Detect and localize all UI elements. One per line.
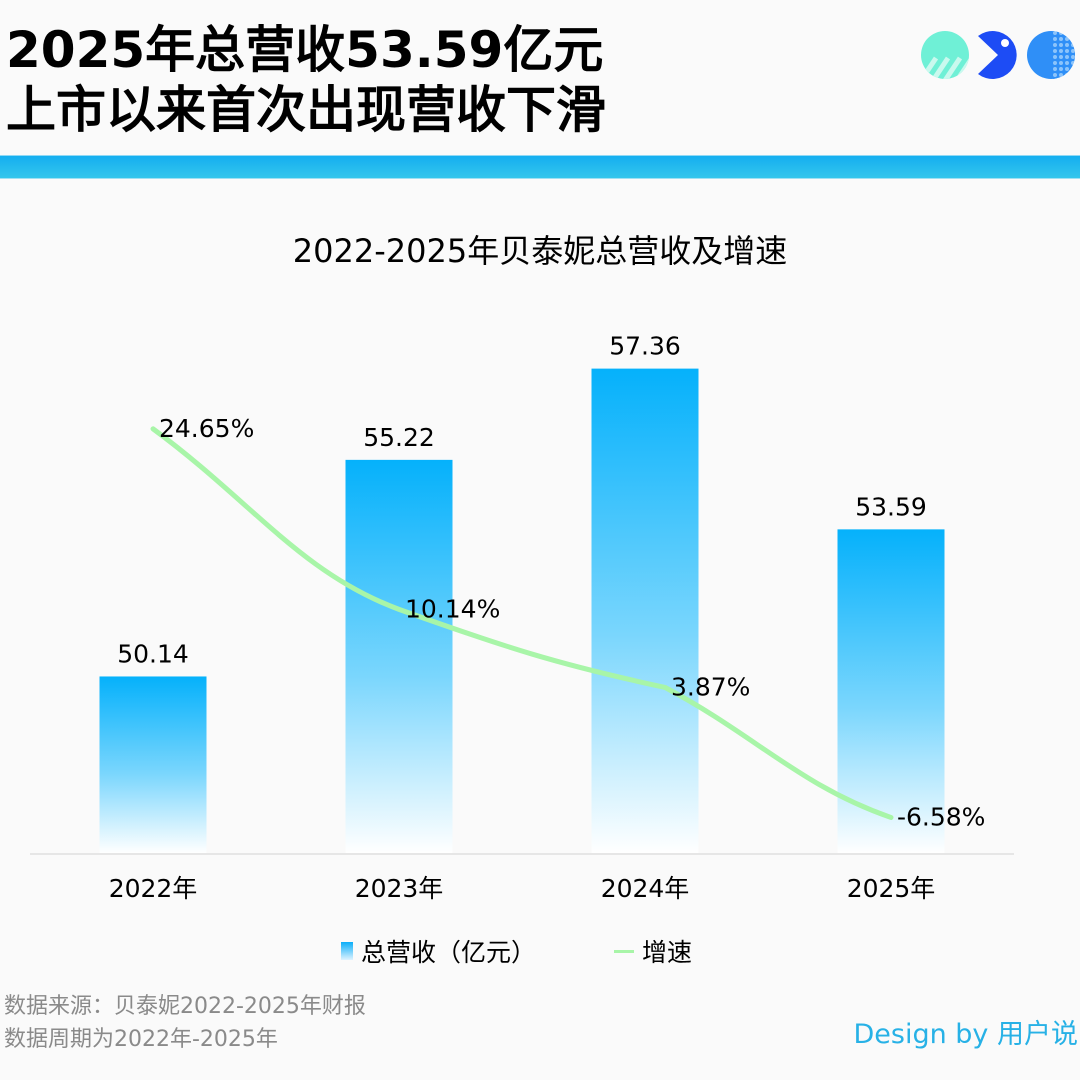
chart-title: 2022-2025年贝泰妮总营收及增速 [292,232,788,270]
legend-item-growth[interactable]: 增速 [614,933,692,969]
pacman-icon [978,31,1017,80]
growth-point-label: 3.87% [671,672,750,701]
accent-band [0,155,1080,179]
x-tick-label: 2025年 [847,874,936,903]
headline-line-1: 2025年总营收53.59亿元 [6,21,604,79]
legend-line-swatch-icon [614,949,634,953]
revenue-bar-label: 55.22 [363,423,435,452]
legend-label-growth: 增速 [642,938,693,967]
revenue-bar-2022年 [99,676,207,853]
x-tick-label: 2023年 [355,874,444,903]
dotted-circle-icon [1027,31,1075,79]
growth-point-label: -6.58% [897,802,985,831]
revenue-bar-label: 53.59 [855,492,927,521]
source-line-2: 数据周期为2022年-2025年 [4,1027,278,1052]
revenue-bar-2024年 [591,368,699,853]
legend-item-revenue[interactable]: 总营收（亿元） [341,933,536,969]
legend: 总营收（亿元） 增速 [0,933,1080,969]
revenue-bar-label: 50.14 [117,639,189,668]
x-tick-label: 2022年 [109,874,198,903]
legend-label-revenue: 总营收（亿元） [361,938,537,967]
brand-logo [921,31,1075,80]
data-source-note: 数据来源：贝泰妮2022-2025年财报 数据周期为2022年-2025年 [4,990,366,1056]
headline-line-2: 上市以来首次出现营收下滑 [6,81,606,139]
x-tick-label: 2024年 [601,874,690,903]
revenue-bar-label: 57.36 [609,332,681,361]
revenue-bar-2025年 [837,529,945,853]
growth-line [150,426,894,820]
revenue-bar-2023年 [345,459,453,853]
source-line-1: 数据来源：贝泰妮2022-2025年财报 [4,994,366,1019]
design-credit: Design by 用户说 [853,1019,1078,1050]
legend-bar-swatch-icon [341,942,353,960]
headline: 2025年总营收53.59亿元 上市以来首次出现营收下滑 [6,20,606,140]
growth-point-label: 24.65% [159,414,254,443]
growth-point-label: 10.14% [405,594,500,623]
